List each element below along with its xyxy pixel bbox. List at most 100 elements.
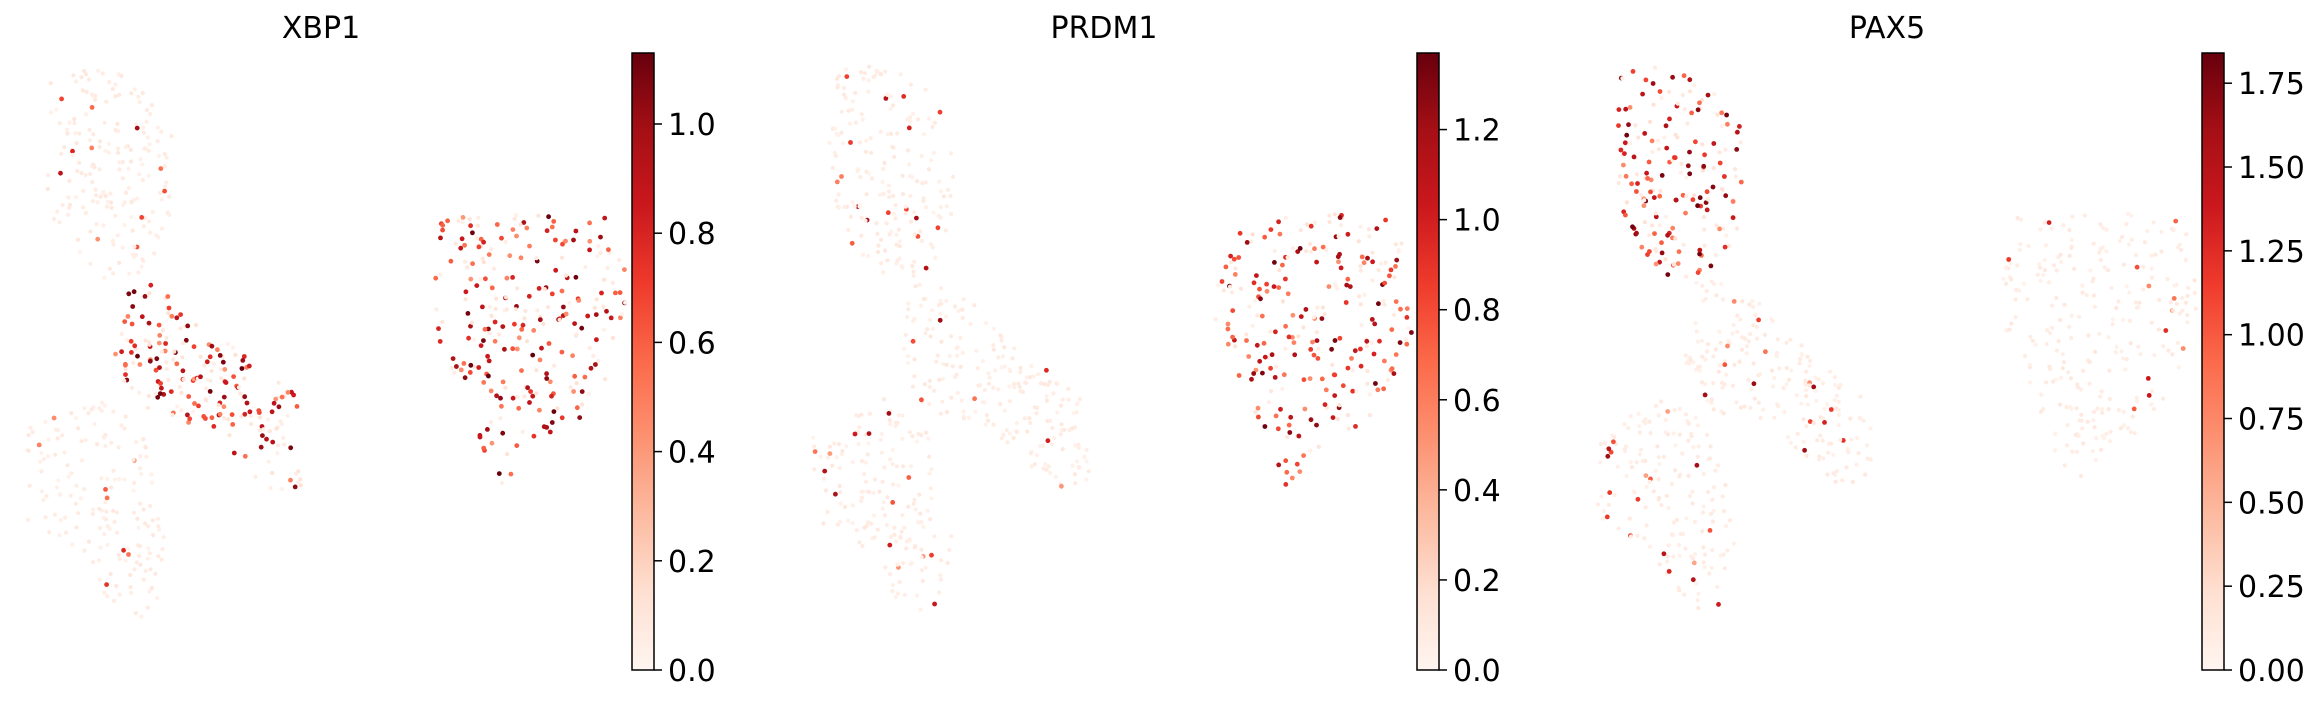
- cell-point: [549, 420, 555, 425]
- cell-point: [935, 225, 941, 231]
- cell-point: [901, 94, 907, 99]
- cell-point: [1834, 393, 1839, 398]
- cell-point: [1227, 284, 1233, 289]
- cell-point: [164, 367, 169, 372]
- cell-point: [90, 511, 95, 517]
- cell-point: [856, 442, 861, 447]
- cell-point: [854, 528, 859, 533]
- cell-point: [499, 235, 504, 241]
- cell-point: [1649, 223, 1655, 228]
- cell-point: [1701, 215, 1706, 220]
- cell-point: [94, 222, 99, 227]
- cell-point: [146, 405, 151, 410]
- cell-point: [1844, 465, 1849, 470]
- cell-point: [2018, 242, 2023, 247]
- cell-point: [1820, 438, 1825, 443]
- cell-point: [122, 223, 127, 228]
- cell-point: [2091, 409, 2097, 414]
- cell-point: [546, 341, 552, 346]
- cell-point: [1067, 428, 1072, 433]
- cell-point: [1404, 306, 1410, 311]
- cell-point: [909, 561, 915, 566]
- cell-point: [465, 311, 471, 316]
- cell-point: [102, 590, 107, 595]
- cell-point: [131, 510, 136, 515]
- cell-point: [2121, 356, 2126, 361]
- cell-point: [1724, 112, 1729, 118]
- cell-point: [2079, 418, 2084, 423]
- cell-point: [2110, 322, 2115, 327]
- cell-point: [107, 80, 112, 85]
- cell-point: [2173, 218, 2179, 224]
- cell-point: [1634, 460, 1639, 465]
- cell-point: [105, 594, 110, 599]
- colorbar-tick-label: 0.25: [2238, 570, 2305, 605]
- cell-point: [102, 120, 107, 125]
- cell-point: [1838, 382, 1843, 388]
- cell-point: [2035, 272, 2040, 277]
- cell-point: [915, 117, 921, 122]
- cell-point: [1256, 414, 1261, 420]
- cell-point: [524, 225, 530, 231]
- cell-point: [146, 148, 151, 153]
- cell-point: [1825, 402, 1830, 407]
- cell-point: [885, 210, 891, 216]
- cell-point: [1714, 223, 1719, 228]
- cell-point: [185, 323, 191, 329]
- cell-point: [1034, 452, 1039, 458]
- cell-point: [551, 219, 557, 224]
- cell-point: [1661, 551, 1667, 557]
- cell-point: [503, 295, 509, 300]
- cell-point: [2067, 324, 2072, 329]
- cell-point: [1700, 354, 1705, 359]
- cell-point: [504, 307, 509, 312]
- cell-point: [1047, 379, 1052, 384]
- cell-point: [1669, 482, 1675, 487]
- cell-point: [1255, 313, 1260, 318]
- cell-point: [859, 215, 864, 220]
- cell-point: [119, 73, 124, 78]
- cell-point: [1370, 278, 1375, 283]
- cell-point: [1707, 456, 1713, 461]
- cell-point: [2163, 328, 2169, 333]
- cell-point: [1283, 215, 1288, 220]
- cell-point: [908, 82, 914, 87]
- cell-point: [1631, 154, 1637, 160]
- colorbar-tick-label: 0.75: [2238, 403, 2305, 438]
- cell-point: [1001, 432, 1006, 438]
- cell-point: [911, 501, 916, 506]
- cell-point: [73, 501, 78, 506]
- cell-point: [1703, 382, 1708, 387]
- cell-point: [599, 290, 604, 296]
- cell-point: [136, 94, 141, 99]
- cell-point: [240, 358, 246, 363]
- cell-point: [1261, 340, 1267, 346]
- cell-point: [26, 448, 31, 453]
- cell-point: [2077, 314, 2082, 319]
- cell-point: [1682, 107, 1687, 112]
- cell-point: [139, 215, 145, 220]
- cell-point: [860, 543, 865, 549]
- cell-point: [1084, 459, 1089, 464]
- cell-point: [1707, 528, 1713, 533]
- cell-point: [1656, 455, 1661, 460]
- cell-point: [1664, 493, 1669, 498]
- cell-point: [84, 89, 89, 95]
- cell-point: [929, 496, 934, 501]
- cell-point: [1269, 389, 1274, 394]
- cell-point: [880, 506, 886, 511]
- cell-point: [1725, 121, 1730, 127]
- cell-point: [1735, 313, 1740, 318]
- cell-point: [920, 578, 926, 584]
- cell-point: [1018, 389, 1023, 394]
- cell-point: [1358, 224, 1363, 229]
- cell-point: [164, 155, 169, 160]
- cell-point: [463, 297, 468, 302]
- cell-point: [848, 121, 853, 126]
- cell-point: [2060, 352, 2065, 357]
- cell-point: [207, 389, 213, 394]
- cell-point: [1811, 384, 1817, 390]
- cell-point: [1272, 375, 1278, 380]
- cell-point: [1316, 346, 1321, 351]
- cell-point: [1761, 407, 1766, 412]
